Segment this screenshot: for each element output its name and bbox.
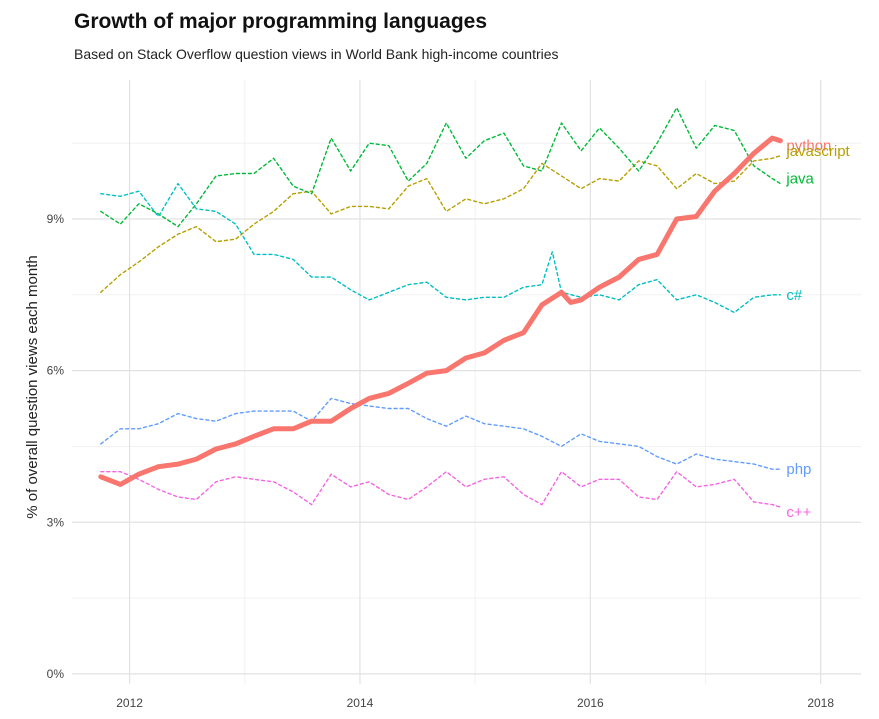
series-label-python: python <box>786 138 831 155</box>
series-line-c++ <box>100 471 782 508</box>
series-line-python <box>98 135 783 487</box>
grid-major <box>72 80 861 684</box>
series-label-c++: c++ <box>786 504 811 521</box>
series-label-c#: c# <box>786 287 803 304</box>
x-tick-label: 2012 <box>116 696 143 710</box>
y-axis-ticks: 0% 3% 6% 9% <box>47 212 65 681</box>
series-lines <box>98 107 783 508</box>
y-tick-label: 0% <box>47 667 65 681</box>
y-axis-label: % of overall question views each month <box>24 255 41 518</box>
series-label-php: php <box>786 461 811 478</box>
x-axis-ticks: 2012 2014 2016 2018 <box>116 696 834 710</box>
x-tick-label: 2016 <box>577 696 604 710</box>
series-line-php <box>100 397 782 470</box>
y-tick-label: 6% <box>47 364 65 378</box>
grid-minor <box>72 80 861 684</box>
series-label-javascript: javascript <box>785 143 850 160</box>
series-line-javascript <box>100 155 782 293</box>
chart-title: Growth of major programming languages <box>74 10 488 33</box>
x-tick-label: 2018 <box>807 696 834 710</box>
series-label-java: java <box>785 171 814 188</box>
x-tick-label: 2014 <box>347 696 374 710</box>
series-line-c# <box>100 182 782 314</box>
y-tick-label: 3% <box>47 515 65 529</box>
chart-subtitle: Based on Stack Overflow question views i… <box>74 46 559 62</box>
series-line-java <box>100 107 782 228</box>
y-tick-label: 9% <box>47 212 65 226</box>
plot-panel <box>72 80 861 684</box>
